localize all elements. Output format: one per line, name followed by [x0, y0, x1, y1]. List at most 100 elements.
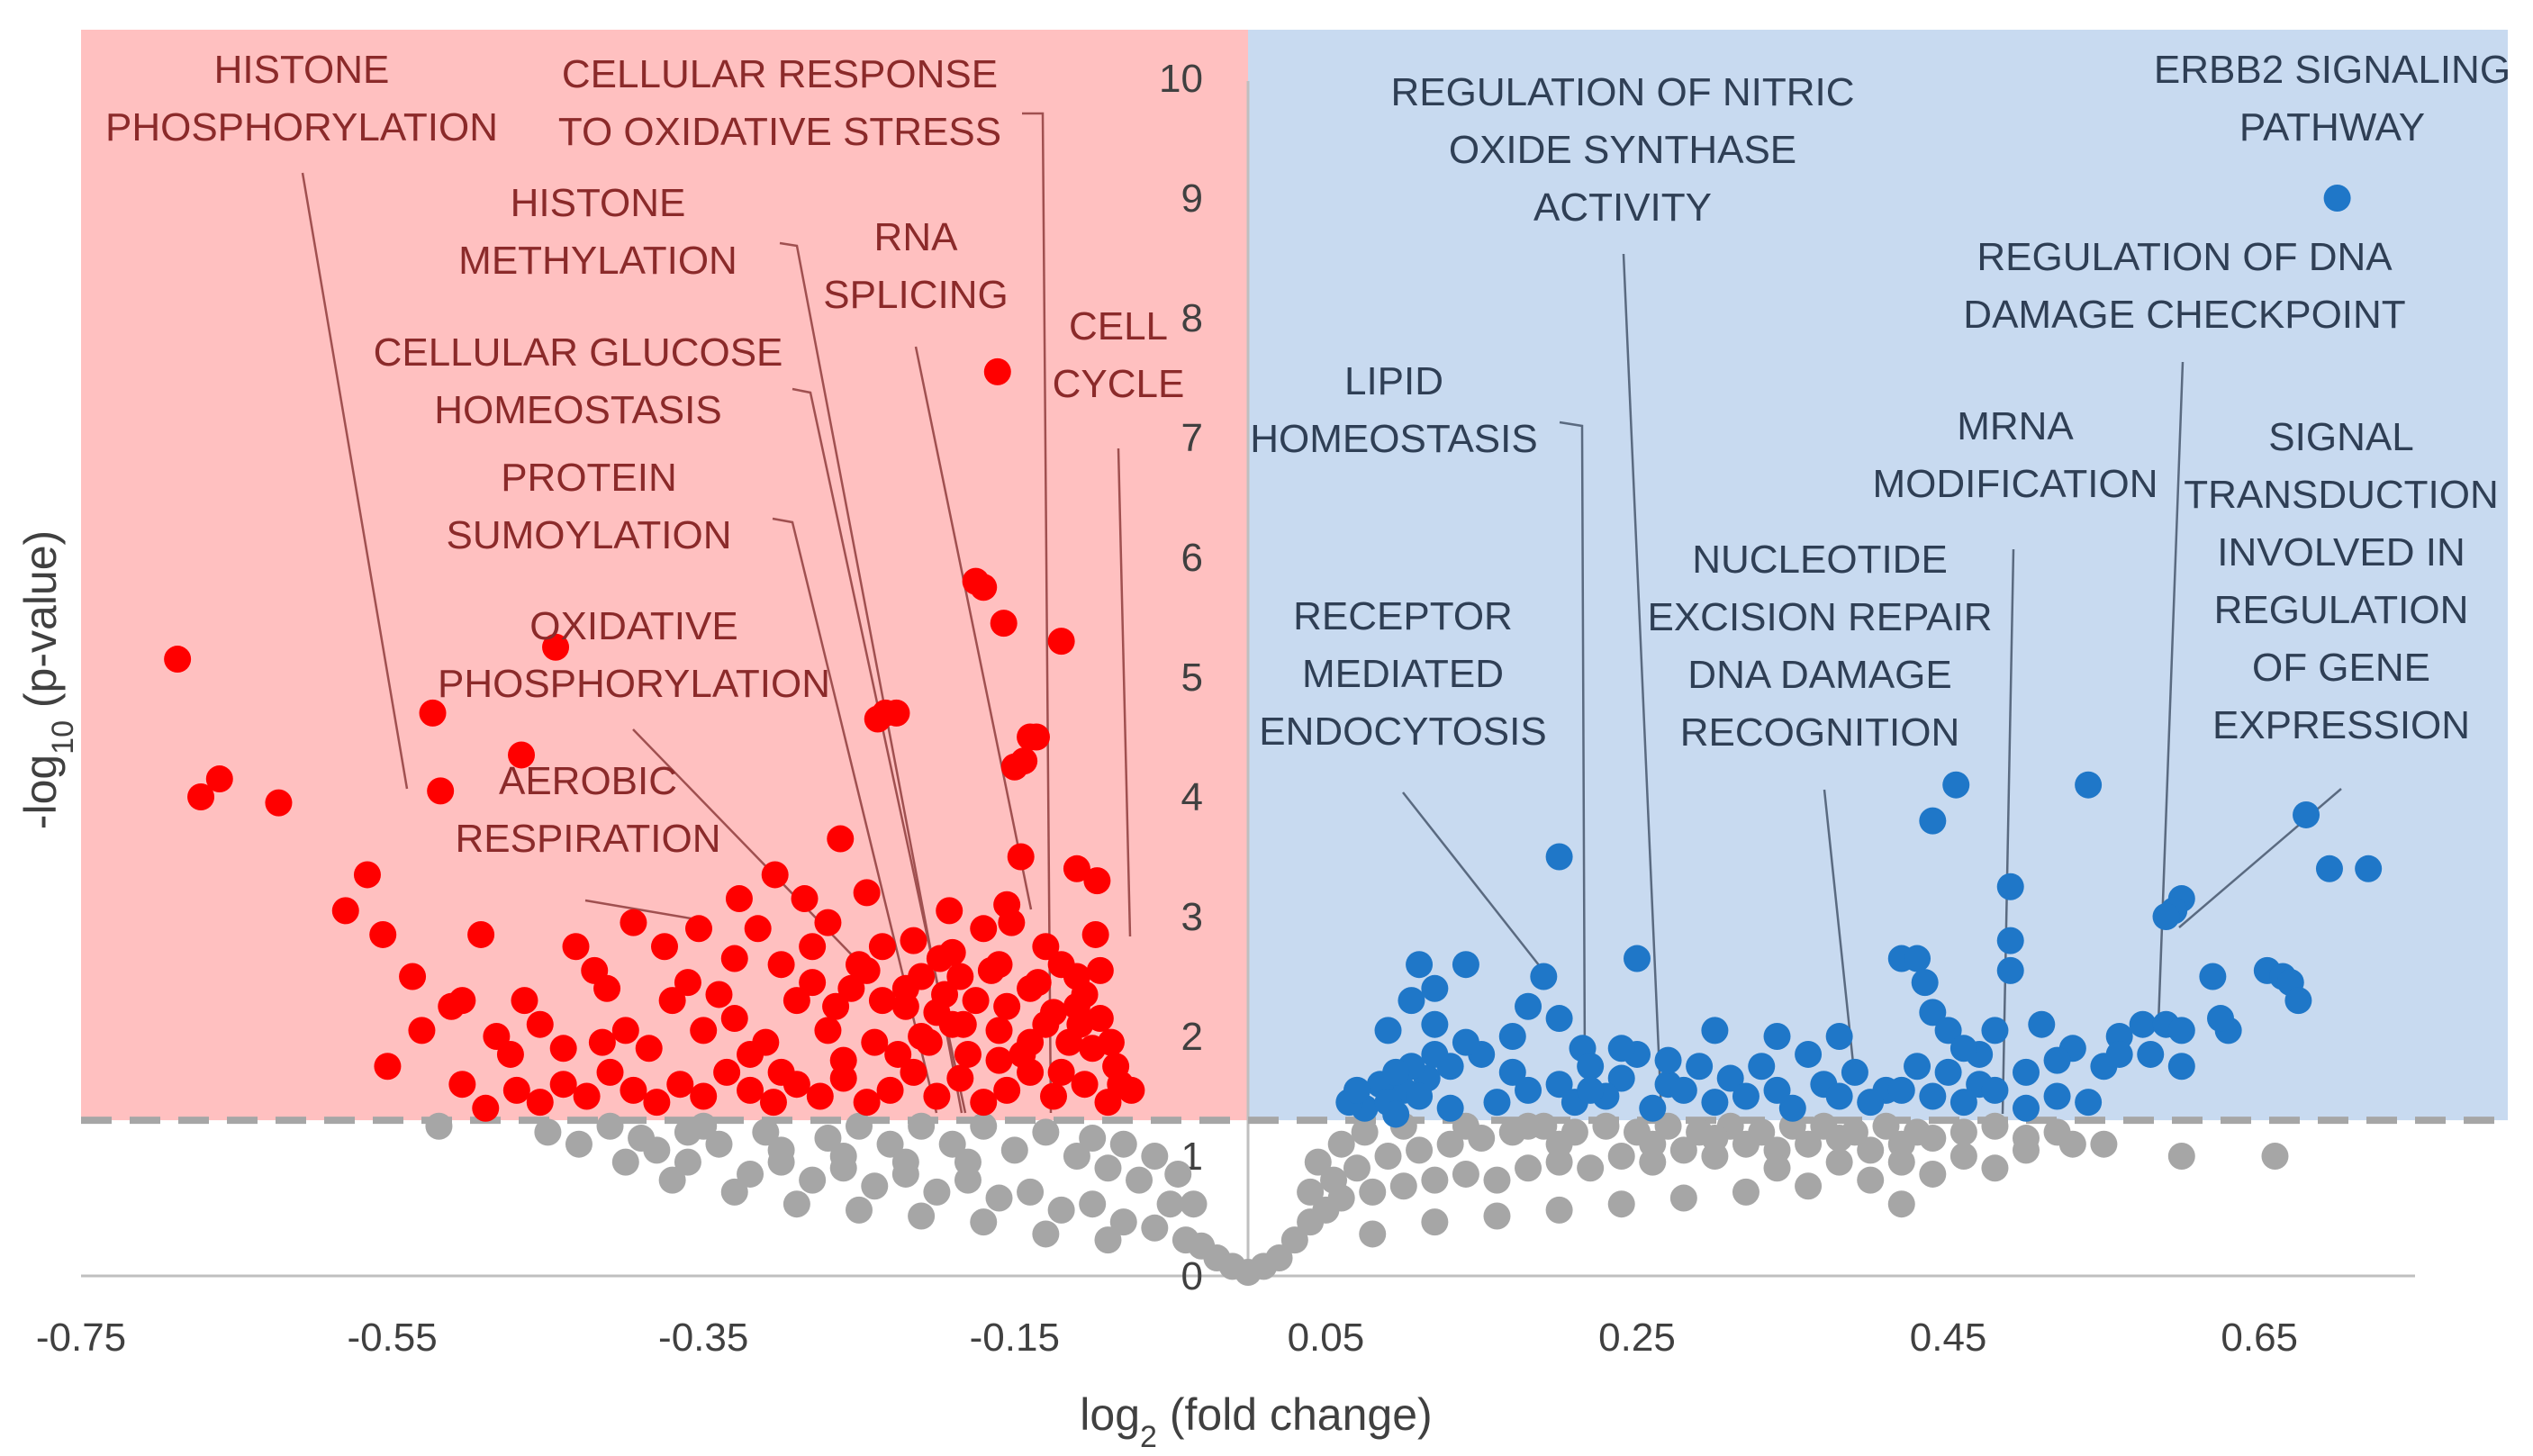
- y-tick-label: 5: [1181, 656, 1203, 700]
- not-significant-point: [1280, 1226, 1308, 1254]
- x-tick-label: -0.35: [658, 1316, 748, 1360]
- not-significant-point: [814, 1125, 842, 1153]
- up-regulated-point: [1950, 1089, 1977, 1117]
- annotation-line: CELL: [1069, 304, 1168, 348]
- up-regulated-point: [1545, 1005, 1573, 1033]
- y-axis-title-subscript: 10: [46, 720, 80, 755]
- annotation-line: DNA DAMAGE: [1687, 653, 1951, 697]
- up-regulated-point: [1515, 992, 1542, 1020]
- up-regulated-point: [1607, 1035, 1635, 1063]
- down-regulated-point: [767, 951, 795, 979]
- not-significant-point: [1017, 1178, 1045, 1206]
- not-significant-point: [1265, 1244, 1293, 1272]
- down-regulated-point: [725, 885, 753, 913]
- up-regulated-point: [1498, 1058, 1526, 1086]
- down-regulated-point: [806, 1082, 834, 1110]
- not-significant-point: [1592, 1112, 1620, 1140]
- not-significant-point: [1483, 1202, 1511, 1230]
- up-regulated-point: [1483, 1089, 1511, 1117]
- down-regulated-point: [581, 956, 609, 984]
- up-regulated-point: [1406, 951, 1434, 979]
- up-regulated-point: [2013, 1058, 2040, 1086]
- down-regulated-point: [783, 987, 810, 1015]
- up-regulated-point: [1919, 1082, 1947, 1110]
- down-regulated-point: [891, 974, 919, 1002]
- down-regulated-point: [353, 861, 381, 889]
- down-regulated-point: [985, 1046, 1013, 1074]
- up-regulated-point: [2207, 1005, 2234, 1033]
- up-regulated-point: [1686, 1053, 1714, 1081]
- x-tick-label: -0.15: [970, 1316, 1060, 1360]
- down-regulated-point: [814, 909, 842, 936]
- up-regulated-point: [1942, 771, 1970, 799]
- annotation-leader-line: [1117, 448, 1132, 937]
- down-regulated-point: [868, 987, 896, 1015]
- not-significant-point: [1515, 1154, 1542, 1182]
- up-regulated-point: [2075, 1089, 2103, 1117]
- up-regulated-point: [2167, 1017, 2195, 1045]
- annotation-line: SPLICING: [823, 273, 1008, 317]
- down-regulated-point: [399, 963, 427, 990]
- up-regulated-point: [1545, 1071, 1573, 1099]
- not-significant-point: [985, 1184, 1013, 1212]
- not-significant-point: [658, 1166, 686, 1194]
- annotation-line: HISTONE: [214, 48, 390, 92]
- not-significant-point: [1919, 1160, 1947, 1188]
- up-regulated-point: [1795, 1040, 1823, 1068]
- up-regulated-point: [1669, 1076, 1697, 1104]
- up-regulated-point: [2167, 1053, 2195, 1081]
- pathway-annotation-label: CELL CYCLE: [1053, 304, 1185, 406]
- annotation-line: MODIFICATION: [1873, 462, 2158, 506]
- annotation-line: REGULATION: [2214, 588, 2469, 632]
- up-regulated-point: [2105, 1040, 2133, 1068]
- down-regulated-point: [658, 987, 686, 1015]
- annotation-line: METHYLATION: [458, 239, 737, 283]
- pathway-annotation-label: HISTONE METHYLATION: [458, 181, 737, 283]
- up-regulated-point: [1841, 1058, 1868, 1086]
- down-regulated-point: [864, 705, 891, 733]
- down-regulated-point: [761, 861, 789, 889]
- annotation-line: PHOSPHORYLATION: [105, 105, 498, 149]
- not-significant-point: [1109, 1208, 1137, 1236]
- down-regulated-point: [970, 574, 998, 601]
- annotation-leader-line: [779, 241, 963, 1114]
- up-regulated-point: [1530, 963, 1558, 990]
- not-significant-point: [1950, 1118, 1977, 1146]
- pathway-annotation-label: LIPID HOMEOSTASIS: [1250, 359, 1537, 461]
- down-regulated-point: [720, 945, 748, 972]
- down-regulated-point: [1081, 920, 1109, 948]
- down-regulated-point: [713, 1058, 741, 1086]
- annotation-line: RECEPTOR: [1293, 594, 1513, 638]
- down-regulated-point: [496, 1040, 524, 1068]
- down-regulated-point: [427, 777, 455, 805]
- annotation-line: SUMOYLATION: [446, 513, 731, 557]
- y-tick-label: 3: [1181, 895, 1203, 939]
- annotation-leader-line: [792, 387, 967, 1114]
- up-regulated-point: [1498, 1023, 1526, 1050]
- down-regulated-point: [674, 969, 701, 997]
- annotation-line: ACTIVITY: [1533, 185, 1712, 230]
- up-regulated-point: [2043, 1082, 2071, 1110]
- down-regulated-point: [164, 646, 192, 674]
- down-regulated-point: [611, 1017, 639, 1045]
- annotation-line: OF GENE: [2252, 646, 2430, 690]
- down-regulated-point: [265, 789, 293, 817]
- down-regulated-point: [596, 1058, 624, 1086]
- annotation-line: PHOSPHORYLATION: [438, 662, 830, 706]
- annotation-line: EXCISION REPAIR: [1647, 595, 1992, 639]
- pathway-annotation-label: ERBB2 SIGNALING PATHWAY: [2154, 48, 2510, 149]
- up-regulated-point: [1701, 1017, 1729, 1045]
- y-tick-label: 10: [1159, 57, 1203, 101]
- annotation-line: CYCLE: [1053, 362, 1185, 406]
- up-regulated-point: [1382, 1058, 1410, 1086]
- up-regulated-point: [1748, 1053, 1776, 1081]
- down-regulated-point: [651, 933, 678, 961]
- not-significant-point: [1577, 1154, 1605, 1182]
- up-regulated-point: [2013, 1094, 2040, 1122]
- not-significant-point: [1320, 1166, 1348, 1194]
- up-regulated-point: [1716, 1064, 1744, 1092]
- down-regulated-point: [737, 1040, 764, 1068]
- down-regulated-point: [791, 885, 819, 913]
- not-significant-point: [1389, 1172, 1417, 1200]
